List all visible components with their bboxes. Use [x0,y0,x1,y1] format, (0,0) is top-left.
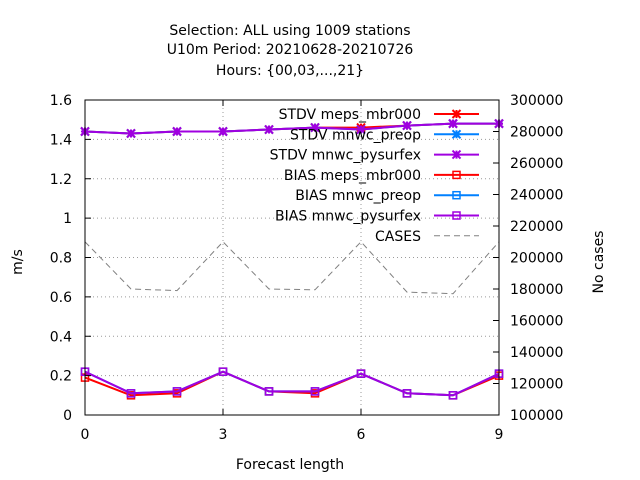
y2-tick-label: 220000 [510,219,563,235]
y2-axis-label: No cases [591,231,607,294]
series-line [84,370,500,397]
data-point-square [126,389,136,398]
y2-tick-label: 200000 [510,251,563,267]
data-point-square [172,387,182,396]
y-tick-label: 0.2 [50,369,72,385]
y-tick-label: 1.6 [50,93,72,109]
y-tick-label: 0.6 [50,290,72,306]
legend-label: BIAS mnwc_preop [295,188,421,204]
y2-tick-label: 280000 [510,125,563,141]
legend-label: STDV mnwc_pysurfex [270,148,421,164]
y-tick-label: 0 [63,408,72,424]
y-tick-label: 0.4 [50,329,72,345]
chart-title: Selection: ALL using 1009 stations U10m … [167,23,414,79]
data-point-star [451,149,462,160]
title-line-3: Hours: {00,03,...,21} [216,63,364,79]
x-tick-label: 9 [495,427,504,443]
cases-series-layer [84,241,500,295]
data-point-square [452,211,461,220]
series-layer [80,118,504,400]
y-tick-label: 1.2 [50,172,72,188]
y2-tick-label: 180000 [510,282,563,298]
title-line-2: U10m Period: 20210628-20210726 [167,42,414,58]
data-point-star [451,109,462,119]
data-point-square [402,389,412,398]
y2-tick-label: 120000 [510,377,563,393]
grid-lines [85,100,499,415]
data-point-square [264,387,274,396]
legend-label: CASES [375,229,421,245]
y-tick-label: 1 [63,211,72,227]
data-point-star [264,124,274,135]
y2-tick-label: 100000 [510,408,563,424]
y2-tick-label: 260000 [510,156,563,172]
y2-tick-label: 160000 [510,314,563,330]
x-tick-label: 0 [81,427,90,443]
data-point-square [452,170,461,180]
data-point-square [310,387,320,396]
x-tick-label: 6 [357,427,366,443]
y-axis-label: m/s [10,249,26,275]
legend-label: STDV mnwc_preop [290,127,421,143]
legend: STDV meps_mbr000 STDV mnwc_preop STDV mnwc… [270,107,479,245]
title-line-1: Selection: ALL using 1009 stations [169,23,410,39]
series-line [84,241,500,295]
data-point-square [448,391,458,400]
data-point-star [451,129,462,140]
data-point-star [448,118,458,129]
data-point-square [452,190,461,200]
data-point-star [402,120,412,131]
legend-label: BIAS meps_mbr000 [284,168,421,184]
axis-ticks: 0 0.2 0.4 0.6 0.8 1 1.2 1.4 1.6 0 3 6 9 100000 120000 1… [50,93,564,443]
y-tick-label: 0.8 [50,251,72,267]
data-point-star [218,126,228,137]
data-point-star [126,128,136,139]
y-tick-label: 1.4 [50,132,72,148]
data-point-square [218,367,228,376]
series-line [84,122,499,135]
legend-label: BIAS mnwc_pysurfex [275,209,421,225]
y2-tick-label: 300000 [510,93,563,109]
data-point-square [356,369,366,378]
y2-tick-label: 240000 [510,188,563,204]
data-point-star [356,124,366,135]
legend-label: STDV meps_mbr000 [279,107,421,123]
y2-tick-label: 140000 [510,345,563,361]
x-axis-label: Forecast length [236,457,344,473]
x-tick-label: 3 [219,427,228,443]
data-point-star [172,126,182,137]
data-point-star [310,122,320,133]
